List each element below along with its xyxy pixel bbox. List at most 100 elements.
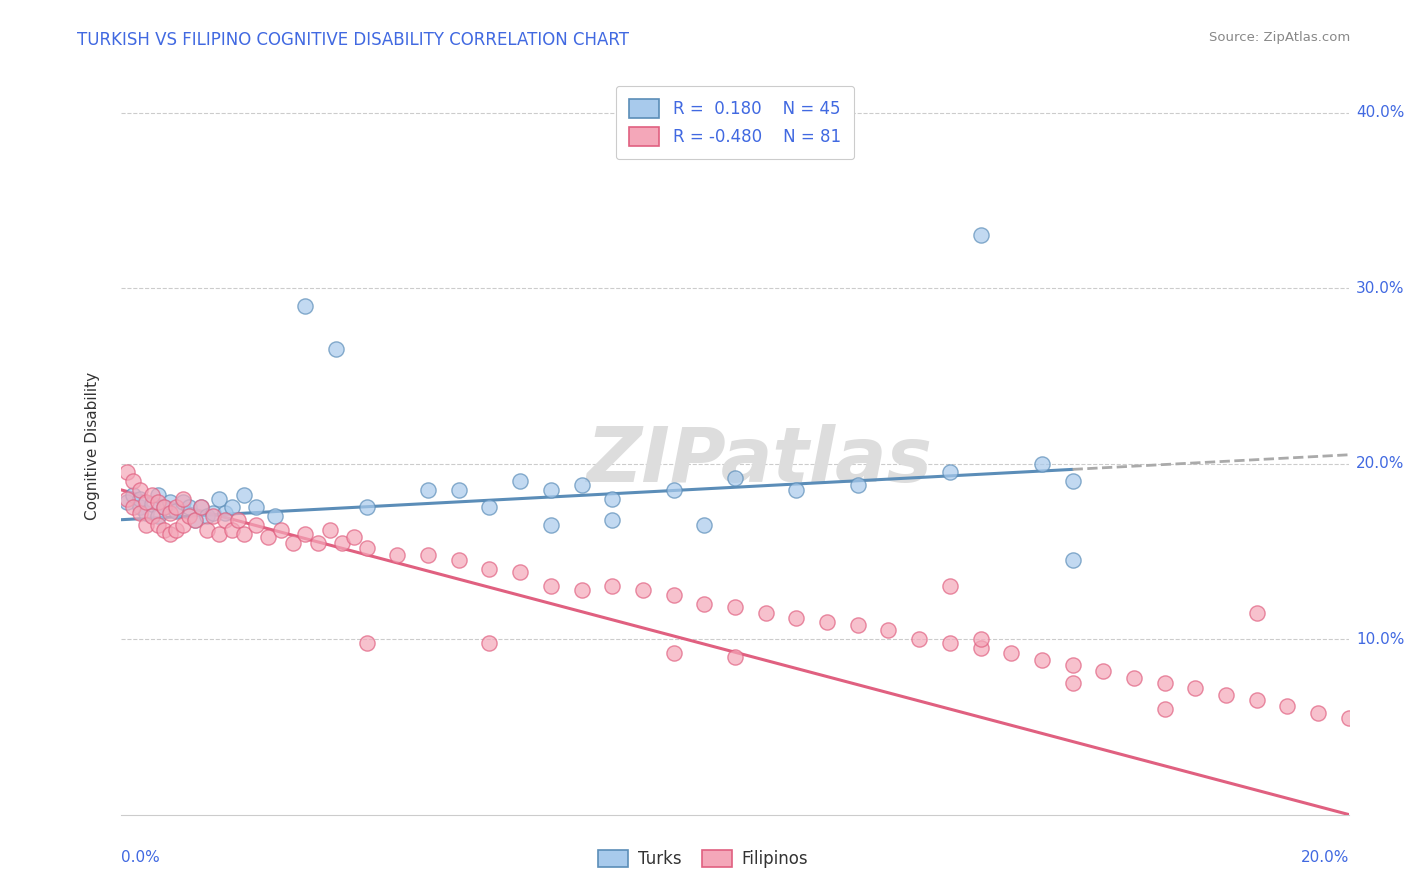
Point bbox=[195, 509, 218, 524]
Point bbox=[128, 491, 150, 506]
Point bbox=[600, 579, 623, 593]
Point bbox=[128, 500, 150, 515]
Point bbox=[232, 488, 254, 502]
Point bbox=[146, 518, 169, 533]
Point bbox=[195, 523, 218, 537]
Point bbox=[1308, 706, 1330, 720]
Point bbox=[141, 497, 163, 511]
Point bbox=[1031, 653, 1053, 667]
Point bbox=[117, 495, 139, 509]
Point bbox=[294, 526, 316, 541]
Point bbox=[122, 488, 145, 502]
Point bbox=[1215, 688, 1237, 702]
Point bbox=[202, 506, 225, 520]
Point bbox=[1123, 671, 1146, 685]
Point bbox=[172, 491, 194, 506]
Point bbox=[221, 500, 243, 515]
Point bbox=[159, 526, 181, 541]
Point bbox=[159, 495, 181, 509]
Point bbox=[159, 506, 181, 520]
Point bbox=[785, 483, 807, 497]
Point bbox=[1031, 457, 1053, 471]
Text: ZIPatlas: ZIPatlas bbox=[586, 424, 932, 498]
Point bbox=[785, 611, 807, 625]
Point bbox=[153, 500, 176, 515]
Point bbox=[146, 488, 169, 502]
Point bbox=[135, 506, 157, 520]
Point bbox=[693, 518, 716, 533]
Point bbox=[117, 491, 139, 506]
Point bbox=[755, 606, 778, 620]
Point bbox=[281, 535, 304, 549]
Point bbox=[571, 477, 593, 491]
Text: Source: ZipAtlas.com: Source: ZipAtlas.com bbox=[1209, 31, 1350, 45]
Point bbox=[356, 635, 378, 649]
Point bbox=[662, 483, 685, 497]
Point bbox=[478, 635, 501, 649]
Point bbox=[141, 509, 163, 524]
Point bbox=[509, 474, 531, 488]
Point bbox=[117, 466, 139, 480]
Point bbox=[1277, 698, 1299, 713]
Point bbox=[343, 530, 366, 544]
Point bbox=[939, 579, 962, 593]
Point bbox=[1062, 474, 1084, 488]
Point bbox=[202, 509, 225, 524]
Point bbox=[939, 466, 962, 480]
Point bbox=[969, 632, 991, 646]
Point bbox=[146, 495, 169, 509]
Point bbox=[416, 548, 439, 562]
Point bbox=[447, 553, 470, 567]
Text: 20.0%: 20.0% bbox=[1355, 456, 1405, 471]
Point bbox=[1092, 664, 1115, 678]
Point bbox=[122, 500, 145, 515]
Point bbox=[141, 488, 163, 502]
Point bbox=[1153, 676, 1175, 690]
Point bbox=[146, 509, 169, 524]
Point bbox=[662, 588, 685, 602]
Point bbox=[172, 495, 194, 509]
Legend: Turks, Filipinos: Turks, Filipinos bbox=[591, 843, 815, 875]
Point bbox=[540, 483, 562, 497]
Point bbox=[325, 343, 347, 357]
Point bbox=[263, 509, 285, 524]
Point bbox=[846, 477, 869, 491]
Point bbox=[184, 513, 207, 527]
Point bbox=[190, 500, 212, 515]
Point bbox=[245, 518, 267, 533]
Point bbox=[226, 513, 249, 527]
Point bbox=[1184, 681, 1206, 696]
Point bbox=[815, 615, 838, 629]
Point bbox=[153, 523, 176, 537]
Point bbox=[387, 548, 409, 562]
Point bbox=[939, 635, 962, 649]
Point bbox=[165, 504, 187, 518]
Point bbox=[416, 483, 439, 497]
Point bbox=[330, 535, 353, 549]
Point bbox=[135, 495, 157, 509]
Point bbox=[877, 624, 900, 638]
Point bbox=[693, 597, 716, 611]
Point bbox=[208, 526, 231, 541]
Point bbox=[270, 523, 292, 537]
Point bbox=[135, 518, 157, 533]
Point bbox=[184, 513, 207, 527]
Point bbox=[190, 500, 212, 515]
Point bbox=[1062, 676, 1084, 690]
Point bbox=[122, 474, 145, 488]
Point bbox=[1246, 606, 1268, 620]
Point bbox=[1000, 646, 1022, 660]
Point bbox=[447, 483, 470, 497]
Point bbox=[307, 535, 329, 549]
Point bbox=[356, 500, 378, 515]
Point bbox=[540, 518, 562, 533]
Point bbox=[221, 523, 243, 537]
Legend: R =  0.180    N = 45, R = -0.480    N = 81: R = 0.180 N = 45, R = -0.480 N = 81 bbox=[616, 86, 853, 160]
Point bbox=[177, 509, 200, 524]
Point bbox=[128, 506, 150, 520]
Point bbox=[177, 500, 200, 515]
Point bbox=[153, 500, 176, 515]
Text: TURKISH VS FILIPINO COGNITIVE DISABILITY CORRELATION CHART: TURKISH VS FILIPINO COGNITIVE DISABILITY… bbox=[77, 31, 630, 49]
Point bbox=[724, 600, 747, 615]
Text: 30.0%: 30.0% bbox=[1355, 281, 1405, 295]
